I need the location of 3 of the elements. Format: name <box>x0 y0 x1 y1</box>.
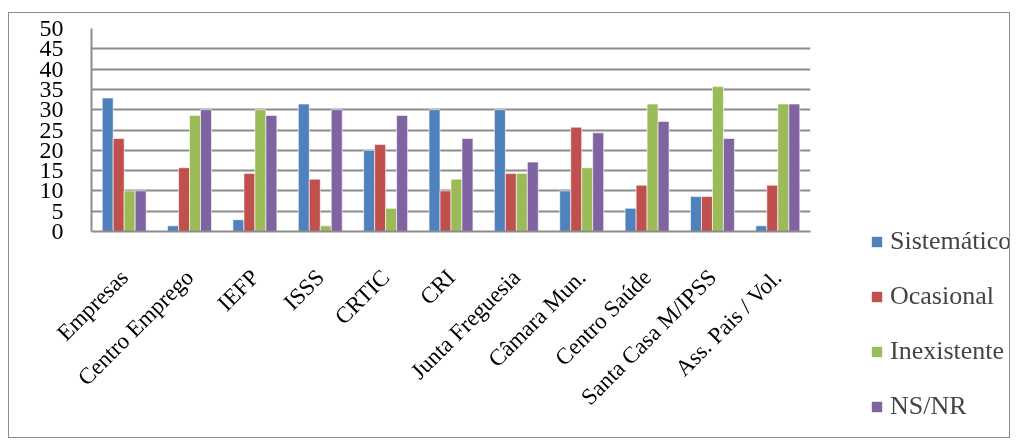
legend-label: NS/NR <box>890 391 967 421</box>
legend-label: Inexistente <box>890 336 1005 366</box>
legend-label: Ocasional <box>890 281 994 311</box>
